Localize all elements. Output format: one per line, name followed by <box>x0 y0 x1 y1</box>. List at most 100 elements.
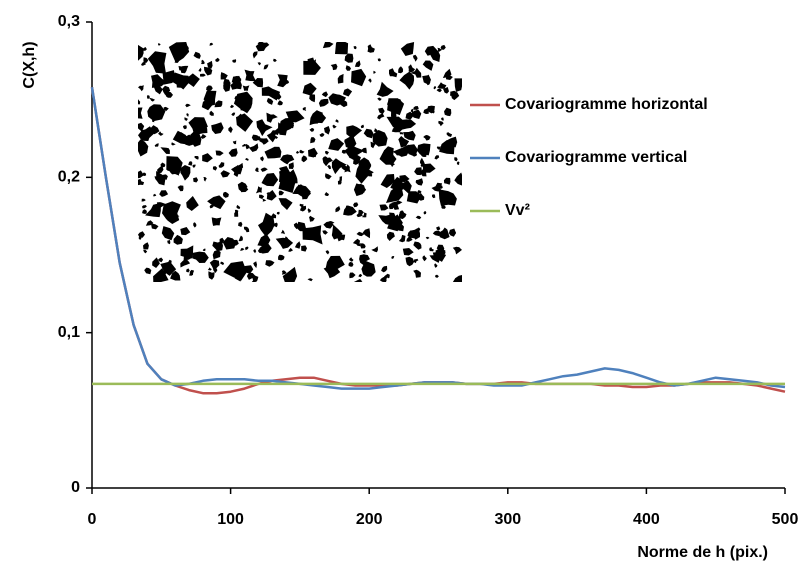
inset-blob <box>202 153 213 163</box>
inset-blob <box>360 124 364 129</box>
inset-blob <box>333 270 337 274</box>
inset-blob <box>337 73 344 84</box>
inset-blob <box>201 59 205 65</box>
inset-blob <box>149 125 160 135</box>
inset-blob <box>348 153 361 164</box>
inset-blob <box>440 44 446 50</box>
inset-blob <box>223 78 231 87</box>
inset-blob <box>172 130 189 145</box>
inset-blob <box>324 126 331 135</box>
inset-blob <box>266 98 274 105</box>
inset-blob <box>363 128 374 139</box>
inset-blob <box>407 230 415 239</box>
inset-blob <box>279 169 289 176</box>
inset-blob <box>414 258 419 264</box>
inset-blob <box>296 150 300 154</box>
inset-blob <box>238 221 243 227</box>
inset-blob <box>328 138 345 151</box>
inset-blob <box>354 60 361 67</box>
x-tick-label: 100 <box>217 511 244 528</box>
inset-blob <box>257 42 264 46</box>
inset-blob <box>138 139 149 157</box>
inset-blob <box>358 273 363 278</box>
inset-blob <box>150 223 159 230</box>
inset-blob <box>209 42 214 46</box>
inset-blob <box>410 108 414 113</box>
inset-blob <box>222 191 229 198</box>
y-tick-label: 0,2 <box>58 169 80 186</box>
inset-blob <box>386 116 408 133</box>
inset-blob <box>444 107 452 117</box>
inset-blob <box>413 106 419 110</box>
y-tick-label: 0,3 <box>58 13 80 30</box>
inset-blob <box>297 226 304 231</box>
inset-blob <box>352 72 355 76</box>
inset-blob <box>258 212 275 237</box>
inset-blob <box>368 78 372 83</box>
inset-blob <box>156 171 166 186</box>
inset-blob <box>275 237 294 249</box>
inset-blob <box>422 145 425 149</box>
inset-blob <box>261 173 279 187</box>
inset-blob <box>436 146 441 150</box>
inset-blob <box>248 143 259 152</box>
inset-blob <box>379 204 389 211</box>
inset-blob <box>153 193 157 197</box>
inset-blob <box>143 242 149 250</box>
inset-blob <box>209 93 212 96</box>
inset-blob <box>158 131 164 136</box>
inset-blob <box>373 70 376 74</box>
inset-blob <box>372 130 388 147</box>
inset-blob <box>184 46 189 51</box>
x-tick-label: 200 <box>356 511 383 528</box>
inset-blob <box>233 165 242 177</box>
inset-blob <box>335 206 341 213</box>
inset-blob <box>438 120 444 127</box>
inset-blob <box>138 231 145 238</box>
inset-blob <box>198 67 202 72</box>
inset-blob <box>178 66 185 71</box>
inset-blob <box>162 85 171 95</box>
inset-blob <box>266 112 278 123</box>
inset-blob <box>214 100 223 108</box>
inset-blob <box>410 109 422 119</box>
inset-blob <box>288 247 293 252</box>
inset-blob <box>332 124 337 129</box>
inset-blob <box>443 177 451 185</box>
inset-blob <box>447 136 458 148</box>
inset-blob <box>370 141 376 149</box>
inset-blob <box>349 272 356 279</box>
inset-blob <box>244 69 256 82</box>
inset-blob <box>391 256 395 259</box>
inset-blob <box>322 156 328 162</box>
inset-blob <box>405 256 415 267</box>
inset-blob <box>192 164 196 168</box>
inset-blob <box>211 217 222 226</box>
inset-blob <box>422 60 434 71</box>
inset-blob <box>441 205 446 209</box>
inset-blob <box>168 42 190 64</box>
inset-blob <box>143 57 149 64</box>
inset-blob <box>146 95 150 99</box>
inset-blob <box>434 155 440 160</box>
inset-blob <box>361 147 367 154</box>
inset-blob <box>220 170 230 178</box>
inset-blob <box>437 82 447 89</box>
inset-blob <box>413 269 421 278</box>
inset-blob <box>274 222 278 228</box>
inset-blob <box>322 230 328 235</box>
inset-blob <box>335 42 349 55</box>
inset-blob <box>310 137 316 144</box>
inset-blob <box>398 66 404 74</box>
inset-blob <box>232 75 242 85</box>
x-tick-label: 0 <box>88 511 97 528</box>
inset-blob <box>212 241 223 252</box>
inset-blob <box>157 165 164 174</box>
y-tick-label: 0 <box>71 479 80 496</box>
inset-blob <box>202 248 206 251</box>
inset-blob <box>309 215 315 222</box>
inset-blob <box>218 162 225 168</box>
inset-blob <box>303 60 321 75</box>
legend-label: Covariogramme vertical <box>505 149 687 166</box>
inset-blob <box>415 178 424 186</box>
